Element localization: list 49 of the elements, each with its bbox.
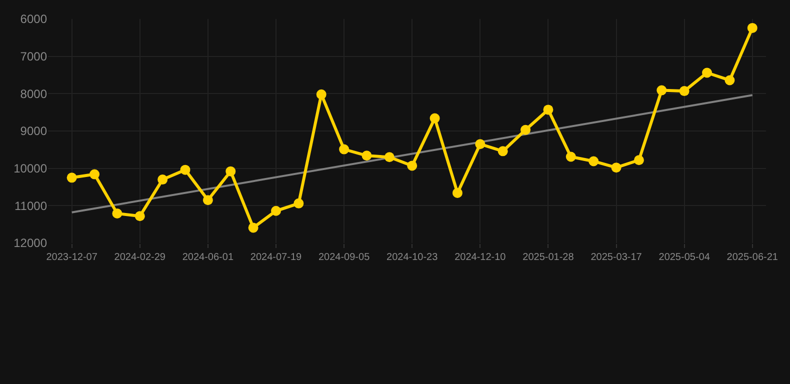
point [520, 124, 531, 135]
point [112, 208, 122, 219]
y-tick-label: 7000 [20, 50, 48, 64]
point [724, 75, 735, 86]
point [66, 172, 77, 183]
point [656, 85, 667, 96]
point [158, 174, 168, 185]
point [180, 164, 190, 175]
point [702, 68, 712, 78]
point [316, 89, 326, 100]
y-tick-label: 9000 [20, 124, 48, 138]
y-tick-label: 8000 [20, 86, 48, 101]
x-tick-label: 2025-06-21 [726, 252, 778, 263]
point [407, 160, 418, 171]
point [202, 195, 213, 206]
point [498, 146, 508, 156]
point [339, 144, 350, 154]
x-tick-label: 2025-05-04 [658, 252, 710, 263]
x-tick-label: 2024-02-29 [114, 252, 166, 263]
point [475, 139, 486, 150]
x-tick-label: 2024-09-05 [318, 252, 370, 263]
y-tick-label: 6000 [20, 12, 48, 26]
point [566, 152, 576, 162]
point [452, 188, 462, 198]
y-tick-label: 11000 [14, 198, 48, 213]
point [362, 150, 372, 161]
point [588, 156, 599, 166]
point [248, 222, 258, 233]
point [430, 113, 440, 124]
x-tick-label: 2024-10-23 [386, 252, 438, 263]
y-tick-label: 10000 [14, 162, 48, 176]
x-tick-label: 2024-07-19 [250, 252, 302, 263]
point [270, 206, 281, 216]
point [679, 86, 690, 96]
point [634, 155, 644, 166]
x-tick-label: 2025-03-17 [590, 252, 642, 263]
point [747, 22, 758, 33]
point [611, 162, 622, 173]
point [226, 166, 236, 176]
x-tick-label: 2024-06-01 [182, 252, 234, 263]
point [90, 169, 100, 180]
x-tick-label: 2025-01-28 [522, 252, 574, 263]
x-tick-label: 2024-12-10 [454, 252, 506, 263]
point [543, 104, 554, 115]
point [134, 211, 145, 222]
x-tick-label: 2023-12-07 [46, 252, 98, 263]
point [294, 198, 304, 208]
y-tick-label: 12000 [14, 236, 48, 250]
point [384, 152, 394, 162]
